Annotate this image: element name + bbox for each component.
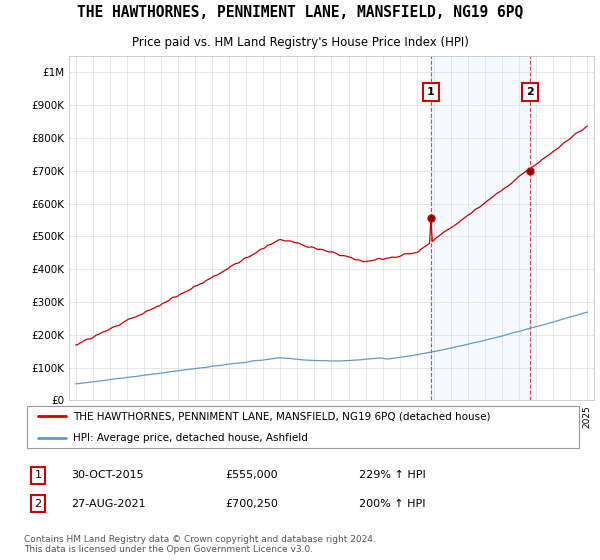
Text: 200% ↑ HPI: 200% ↑ HPI: [359, 498, 425, 508]
Text: THE HAWTHORNES, PENNIMENT LANE, MANSFIELD, NG19 6PQ: THE HAWTHORNES, PENNIMENT LANE, MANSFIEL…: [77, 5, 523, 20]
Text: 2: 2: [34, 498, 41, 508]
Text: 27-AUG-2021: 27-AUG-2021: [71, 498, 146, 508]
Text: £555,000: £555,000: [225, 470, 278, 480]
Text: 229% ↑ HPI: 229% ↑ HPI: [359, 470, 425, 480]
Text: Contains HM Land Registry data © Crown copyright and database right 2024.
This d: Contains HM Land Registry data © Crown c…: [24, 535, 376, 554]
Text: 1: 1: [427, 87, 435, 97]
Text: THE HAWTHORNES, PENNIMENT LANE, MANSFIELD, NG19 6PQ (detached house): THE HAWTHORNES, PENNIMENT LANE, MANSFIEL…: [73, 411, 491, 421]
FancyBboxPatch shape: [27, 405, 579, 449]
Text: HPI: Average price, detached house, Ashfield: HPI: Average price, detached house, Ashf…: [73, 433, 308, 443]
Text: 30-OCT-2015: 30-OCT-2015: [71, 470, 144, 480]
Bar: [431, 56, 530, 400]
Text: Price paid vs. HM Land Registry's House Price Index (HPI): Price paid vs. HM Land Registry's House …: [131, 35, 469, 49]
Text: 2: 2: [526, 87, 534, 97]
Text: £700,250: £700,250: [225, 498, 278, 508]
Text: 1: 1: [34, 470, 41, 480]
